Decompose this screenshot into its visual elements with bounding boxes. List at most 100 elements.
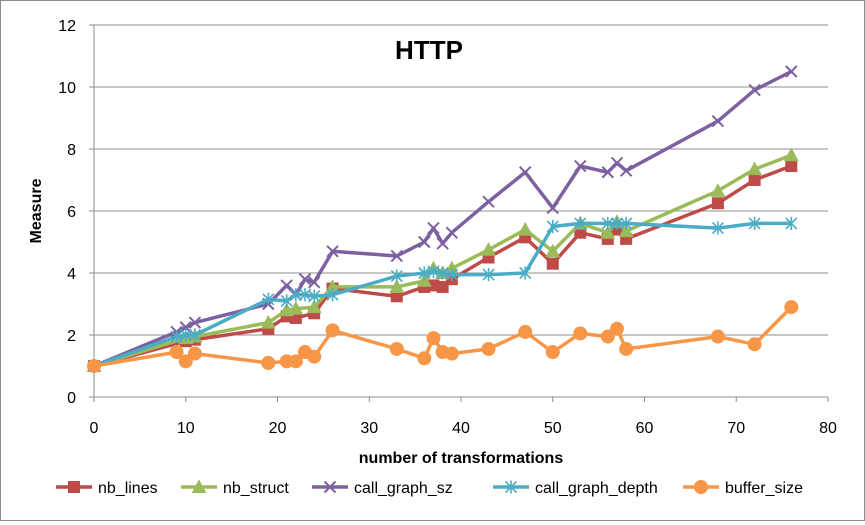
data-point-call_graph_sz <box>711 114 725 128</box>
y-tick-label: 10 <box>58 80 76 97</box>
data-point-call_graph_depth <box>308 289 321 303</box>
data-point-buffer_size <box>619 341 634 356</box>
data-point-call_graph_depth <box>546 219 559 234</box>
data-point-nb_lines <box>711 197 724 210</box>
data-point-call_graph_sz <box>601 166 615 179</box>
series-call_graph_sz <box>87 65 798 373</box>
data-point-call_graph_sz <box>307 276 321 289</box>
x-axis-title: number of transformations <box>359 450 564 467</box>
data-point-call_graph_depth <box>482 267 495 282</box>
data-point-nb_struct <box>260 314 276 329</box>
data-point-call_graph_sz <box>619 164 633 177</box>
y-axis-title: Measure <box>28 178 45 243</box>
legend-item-call_graph_sz: call_graph_sz <box>312 480 453 497</box>
data-point-call_graph_sz-stroke <box>785 65 798 78</box>
data-point-call_graph_sz-stroke <box>445 226 459 239</box>
data-point-call_graph_depth <box>262 292 275 306</box>
data-point-buffer_size <box>307 349 322 364</box>
data-point-call_graph_sz-stroke <box>601 166 615 179</box>
legend-marker-buffer_size <box>694 480 708 494</box>
data-point-nb_struct <box>747 161 763 176</box>
legend-item-call_graph_depth: call_graph_depth <box>493 480 658 497</box>
data-point-call_graph_sz-stroke <box>390 249 403 263</box>
data-point-buffer_size <box>87 359 101 373</box>
data-point-buffer_size <box>426 331 441 346</box>
x-tick-label: 40 <box>452 420 470 437</box>
x-tick-label: 60 <box>636 420 654 437</box>
data-point-call_graph_sz <box>427 221 440 235</box>
x-tick-label: 50 <box>544 420 562 437</box>
y-tick-label: 0 <box>67 390 76 407</box>
legend-label-nb_struct: nb_struct <box>223 480 289 497</box>
legend-label-buffer_size: buffer_size <box>725 480 803 497</box>
data-point-buffer_size <box>710 329 725 344</box>
data-point-call_graph_depth <box>280 294 293 308</box>
x-tick-label: 30 <box>360 420 378 437</box>
data-point-buffer_size <box>444 346 459 361</box>
data-point-buffer_size <box>747 337 762 352</box>
data-point-call_graph_sz-stroke <box>619 164 633 177</box>
data-point-call_graph_sz <box>445 226 459 239</box>
data-point-call_graph_depth <box>289 288 302 302</box>
data-point-call_graph_depth <box>748 216 761 230</box>
data-point-call_graph_sz-stroke <box>436 237 449 250</box>
data-point-call_graph_depth <box>188 328 201 342</box>
axes: 0 2 4 6 8 10 12 0 10 20 30 40 50 60 70 80 <box>58 18 837 437</box>
series-line-call_graph_sz <box>93 69 793 368</box>
data-point-call_graph_sz <box>188 316 202 329</box>
data-point-call_graph_depth <box>574 216 587 230</box>
legend-marker-nb_struct <box>191 479 207 493</box>
y-tick-label: 8 <box>67 142 76 159</box>
data-point-buffer_size <box>573 326 588 341</box>
legend: nb_lines nb_struct call_graph_sz call_graph… <box>56 479 803 497</box>
data-point-call_graph_sz <box>546 201 559 215</box>
data-point-call_graph_sz-stroke <box>307 276 321 289</box>
data-point-nb_lines <box>785 160 798 173</box>
x-tick-label: 20 <box>269 420 287 437</box>
legend-marker-call_graph_sz-stroke <box>323 480 337 494</box>
data-point-buffer_size <box>169 345 184 360</box>
chart-title: HTTP <box>395 35 463 65</box>
data-point-call_graph_sz <box>574 159 587 173</box>
x-tick-label: 70 <box>727 420 745 437</box>
data-point-nb_struct <box>306 299 322 314</box>
data-point-nb_struct <box>389 279 405 293</box>
data-point-buffer_size <box>389 341 404 356</box>
data-point-buffer_size <box>417 351 432 366</box>
legend-item-nb_struct: nb_struct <box>181 479 289 497</box>
data-point-call_graph_sz <box>280 279 293 292</box>
data-point-buffer_size <box>325 323 340 338</box>
legend-marker-call_graph_depth <box>504 480 518 494</box>
data-point-buffer_size <box>178 354 193 369</box>
data-point-call_graph_sz <box>418 235 431 249</box>
y-tick-label: 12 <box>58 18 76 35</box>
data-point-nb_struct <box>517 221 533 236</box>
y-tick-label: 2 <box>67 328 76 345</box>
data-point-call_graph_sz-stroke <box>519 166 532 179</box>
data-point-buffer_size <box>609 321 624 336</box>
data-point-buffer_size <box>600 329 615 344</box>
data-point-call_graph_sz <box>610 156 624 170</box>
data-point-call_graph_sz-stroke <box>427 221 440 235</box>
data-point-nb_struct <box>416 273 432 287</box>
data-point-nb_struct <box>481 242 496 256</box>
series-nb_struct <box>86 147 799 372</box>
data-point-call_graph_sz-stroke <box>610 156 624 170</box>
data-point-nb_struct <box>710 183 726 197</box>
data-point-nb_lines <box>748 174 761 186</box>
legend-label-call_graph_depth: call_graph_depth <box>535 480 658 497</box>
data-point-call_graph_sz-stroke <box>188 316 202 329</box>
legend-marker-call_graph_sz <box>323 480 337 494</box>
data-point-call_graph_sz-stroke <box>482 195 495 208</box>
series-buffer_size <box>87 300 799 373</box>
data-point-call_graph_depth <box>785 216 798 230</box>
data-point-call_graph_sz <box>482 195 495 208</box>
legend-item-nb_lines: nb_lines <box>56 480 158 497</box>
data-point-call_graph_sz-stroke <box>546 201 559 215</box>
data-point-call_graph_depth <box>519 266 532 280</box>
legend-label-call_graph_sz: call_graph_sz <box>354 480 453 497</box>
data-point-buffer_size <box>288 354 303 369</box>
series-lines <box>86 65 799 373</box>
data-point-call_graph_depth <box>326 288 339 302</box>
